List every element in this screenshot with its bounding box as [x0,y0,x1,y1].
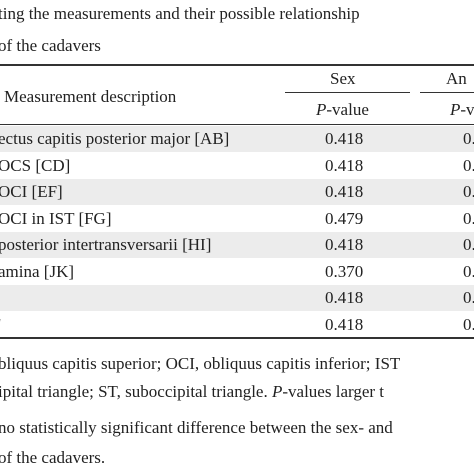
footnote-text: ipital triangle; ST, suboccipital triang… [0,382,272,401]
footnote-text: of the cadavers. [0,448,106,467]
cell-value: 0.418 [325,314,364,334]
cell-value: 0. [463,288,474,307]
row-label: amina [JK] [0,261,75,281]
cell-value: 0.370 [325,261,364,281]
italic-p: P [316,100,327,119]
row-stripe [0,179,474,205]
cell-value: 0. [463,208,474,228]
header-rule [0,124,474,125]
footnote-text: no statistically significant difference … [0,418,393,437]
row-label: OCS [CD] [0,155,71,175]
row-stripe [0,285,474,311]
row-label: posterior intertransversarii [HI] [0,235,212,254]
cell-value: 0. [463,235,474,254]
row-label: ' [0,315,1,335]
cell-value: 0. [463,314,474,334]
italic-p: P [450,100,461,119]
footnote-line: of the cadavers. [0,448,105,468]
group-rule [285,92,410,93]
footnote-text: P [271,382,283,401]
cell-value: 0. [463,129,474,148]
header-sub: P-value [316,100,369,120]
cell-value: 0.418 [325,129,364,148]
cell-value: 0.418 [325,235,364,254]
cell-value: 0.418 [325,182,364,201]
sub-rest: -v [460,100,474,119]
cell-value: 0.479 [325,208,364,228]
row-label: ectus capitis posterior major [AB] [0,129,230,148]
caption-line: ting the measurements and their possible… [0,4,360,23]
cell-value: 0. [463,182,474,201]
row-label: OCI in IST [FG] [0,208,112,228]
group-rule [420,92,474,93]
bottom-rule [0,337,474,339]
sub-rest: -value [326,100,369,119]
footnote-text: -values larger t [282,382,385,401]
header-sub: P-v [450,100,474,120]
row-stripe [0,232,474,258]
row-label: OCI [EF] [0,182,63,201]
footnote-line: ipital triangle; ST, suboccipital triang… [0,382,384,402]
cell-value: 0. [463,261,474,281]
cell-value: 0.418 [325,155,364,175]
header-group: Sex [330,69,356,88]
header-group: An [446,69,467,88]
cell-value: 0.418 [325,288,364,307]
footnote-line: no statistically significant difference … [0,418,393,438]
row-stripe [0,126,474,152]
cell-value: 0. [463,155,474,175]
footnote-text: bliquus capitis superior; OCI, obliquus … [0,354,401,373]
footnote-line: bliquus capitis superior; OCI, obliquus … [0,354,400,374]
top-rule [0,64,474,66]
caption-line: of the cadavers [0,36,101,55]
header-description: Measurement description [4,87,177,106]
